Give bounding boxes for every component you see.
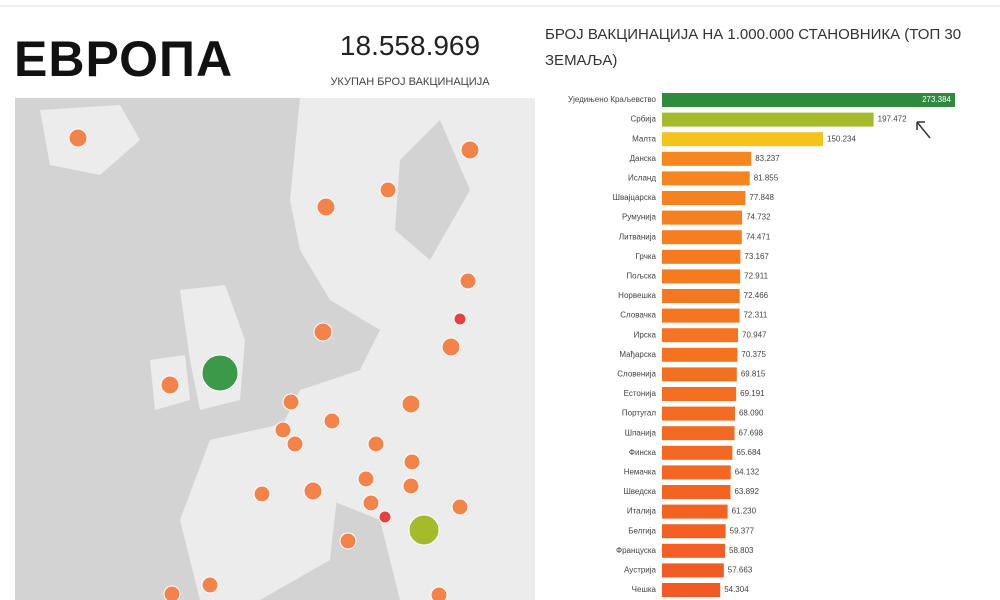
value-label: 72.466 bbox=[744, 291, 769, 300]
bar-chart: Уједињено Краљевство 273.384 Србија 197.472… bbox=[568, 93, 955, 597]
category-label: Исланд bbox=[628, 174, 656, 183]
value-label: 65.684 bbox=[736, 448, 761, 457]
bar bbox=[662, 426, 735, 441]
bar bbox=[662, 485, 731, 499]
value-label: 273.384 bbox=[922, 95, 951, 104]
bar bbox=[662, 406, 735, 421]
bar bbox=[662, 504, 728, 519]
bar bbox=[662, 347, 738, 362]
bar bbox=[662, 151, 752, 166]
category-label: Србија bbox=[630, 115, 656, 124]
value-label: 69.815 bbox=[741, 370, 766, 379]
bar bbox=[662, 93, 955, 107]
category-label: Пољска bbox=[626, 272, 656, 281]
value-label: 68.090 bbox=[739, 409, 764, 418]
value-label: 77.848 bbox=[749, 193, 774, 202]
value-label: 64.132 bbox=[735, 468, 760, 477]
total-label: УКУПАН БРОЈ ВАКЦИНАЦИЈА bbox=[330, 76, 490, 88]
category-label: Румунија bbox=[622, 213, 657, 222]
map-land bbox=[180, 420, 340, 600]
bar bbox=[662, 308, 740, 323]
map-sea-baltic bbox=[395, 120, 470, 260]
value-label: 83.237 bbox=[755, 154, 780, 163]
value-label: 59.377 bbox=[730, 526, 755, 535]
value-label: 72.911 bbox=[744, 272, 768, 281]
bar bbox=[662, 543, 726, 558]
value-label: 81.855 bbox=[754, 174, 779, 183]
category-label: Словачка bbox=[620, 311, 656, 320]
category-label: Норвешка bbox=[618, 291, 656, 300]
value-label: 70.375 bbox=[741, 350, 766, 359]
category-label: Белгија bbox=[628, 526, 656, 535]
value-label: 73.167 bbox=[744, 252, 769, 261]
category-label: Ирска bbox=[634, 330, 657, 339]
bar bbox=[662, 191, 746, 205]
bar bbox=[662, 583, 721, 597]
value-label: 63.892 bbox=[734, 487, 759, 496]
bar bbox=[662, 563, 724, 578]
category-label: Естонија bbox=[624, 389, 657, 398]
value-label: 54.304 bbox=[724, 585, 749, 594]
bar bbox=[662, 445, 733, 460]
value-label: 72.311 bbox=[743, 311, 767, 320]
value-label: 74.732 bbox=[746, 213, 771, 222]
bar bbox=[662, 465, 731, 480]
map-land bbox=[40, 105, 140, 175]
value-label: 67.698 bbox=[739, 428, 764, 437]
bar bbox=[662, 112, 874, 127]
category-label: Грчка bbox=[636, 252, 657, 261]
cursor bbox=[916, 121, 931, 139]
category-label: Малта bbox=[632, 134, 656, 143]
category-label: Данска bbox=[630, 154, 657, 163]
category-label: Финска bbox=[629, 448, 657, 457]
category-label: Немачка bbox=[624, 468, 657, 477]
value-label: 70.947 bbox=[742, 330, 767, 339]
bar bbox=[662, 230, 742, 245]
category-label: Шведска bbox=[623, 487, 656, 496]
category-label: Швајцарска bbox=[613, 193, 657, 202]
category-label: Шпанија bbox=[625, 428, 657, 437]
bar bbox=[662, 524, 726, 539]
value-label: 58.803 bbox=[729, 546, 754, 555]
category-label: Чешка bbox=[632, 585, 657, 594]
bar bbox=[662, 289, 740, 303]
value-label: 150.234 bbox=[827, 134, 856, 143]
value-label: 57.663 bbox=[728, 566, 753, 575]
bar bbox=[662, 171, 750, 186]
total-value: 18.558.969 bbox=[339, 30, 481, 61]
bar bbox=[662, 132, 824, 147]
category-label: Словенија bbox=[617, 370, 656, 379]
page-title: ЕВРОПА bbox=[14, 31, 234, 87]
category-label: Португал bbox=[622, 409, 656, 418]
category-label: Литванија bbox=[619, 232, 657, 241]
category-label: Уједињено Краљевство bbox=[568, 95, 657, 104]
value-label: 74.471 bbox=[746, 232, 771, 241]
bar bbox=[662, 249, 741, 264]
bar bbox=[662, 328, 739, 343]
map-land bbox=[280, 98, 535, 600]
bar bbox=[662, 210, 743, 225]
map-bubbles bbox=[68, 128, 480, 600]
category-label: Италија bbox=[627, 507, 657, 516]
value-label: 197.472 bbox=[878, 115, 907, 124]
bar bbox=[662, 387, 737, 401]
bar bbox=[662, 269, 741, 284]
value-label: 69.191 bbox=[740, 389, 765, 398]
category-label: Француска bbox=[616, 546, 657, 555]
value-label: 61.230 bbox=[732, 507, 757, 516]
category-label: Аустрија bbox=[624, 566, 657, 575]
chart-title: БРОЈ ВАКЦИНАЦИЈА НА 1.000.000 СТАНОВНИКА… bbox=[545, 26, 962, 69]
category-label: Мађарска bbox=[619, 350, 656, 359]
map bbox=[15, 98, 535, 600]
bar bbox=[662, 367, 737, 382]
